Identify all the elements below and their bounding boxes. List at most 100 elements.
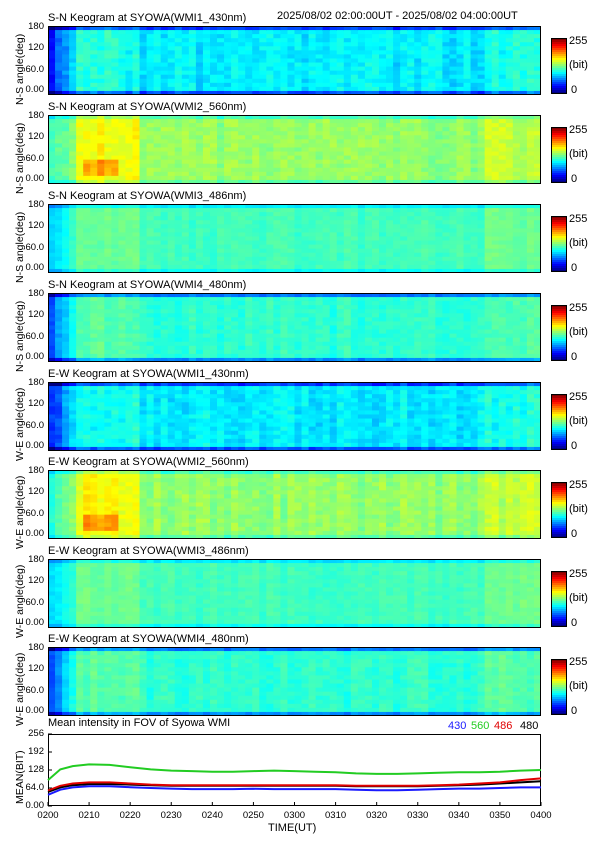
keogram-cell bbox=[224, 119, 232, 124]
keogram-cell bbox=[442, 240, 451, 246]
keogram-cell bbox=[393, 305, 401, 310]
keogram-cell bbox=[181, 248, 190, 254]
keogram-cell bbox=[153, 349, 162, 355]
keogram-cell bbox=[252, 216, 260, 221]
keogram-cell bbox=[512, 34, 521, 39]
keogram-cell bbox=[287, 163, 296, 169]
keogram-cell bbox=[217, 264, 225, 270]
keogram-cell bbox=[69, 293, 77, 298]
keogram-frame bbox=[48, 115, 541, 184]
keogram-cell bbox=[259, 78, 267, 84]
keogram-cell bbox=[393, 82, 401, 88]
keogram-cell bbox=[62, 382, 70, 387]
keogram-cell bbox=[174, 86, 183, 92]
keogram-cell bbox=[224, 232, 232, 238]
keogram-cell bbox=[174, 301, 183, 306]
keogram-cell bbox=[118, 34, 127, 39]
keogram-cell bbox=[188, 167, 197, 173]
keogram-cell bbox=[329, 179, 338, 184]
keogram-cell bbox=[167, 220, 176, 225]
keogram-cell bbox=[83, 248, 91, 254]
keogram-cell bbox=[400, 220, 408, 225]
keogram-cell bbox=[231, 62, 239, 68]
keogram-cell bbox=[357, 248, 366, 254]
keogram-cell bbox=[519, 123, 528, 128]
keogram-cell bbox=[259, 240, 267, 246]
keogram-cell bbox=[69, 232, 77, 238]
keogram-cell bbox=[470, 159, 479, 165]
keogram-cell bbox=[90, 321, 98, 327]
keogram-cell bbox=[167, 252, 176, 258]
keogram-cell bbox=[393, 268, 401, 273]
keogram-cell bbox=[252, 244, 260, 250]
keogram-cell bbox=[308, 244, 317, 250]
keogram-cell bbox=[69, 90, 77, 95]
keogram-cell bbox=[259, 232, 267, 238]
keogram-cell bbox=[202, 333, 211, 339]
keogram-cell bbox=[118, 90, 127, 95]
keogram-cell bbox=[526, 90, 535, 95]
keogram-cell bbox=[139, 216, 148, 221]
keogram-cell bbox=[301, 179, 310, 184]
keogram-cell bbox=[266, 155, 274, 161]
colorbar-step bbox=[551, 72, 567, 75]
keogram-cell bbox=[477, 46, 486, 51]
keogram-cell bbox=[252, 252, 260, 258]
keogram-cell bbox=[83, 333, 91, 339]
keogram-cell bbox=[287, 264, 296, 270]
keogram-cell bbox=[364, 317, 373, 323]
colorbar-step bbox=[551, 78, 567, 81]
keogram-cell bbox=[470, 163, 479, 169]
keogram-cell bbox=[48, 163, 56, 169]
keogram-cell bbox=[533, 345, 541, 351]
keogram-cell bbox=[414, 127, 422, 132]
keogram-cell bbox=[386, 143, 394, 149]
keogram-cell bbox=[435, 143, 443, 149]
keogram-cell bbox=[456, 353, 465, 359]
keogram-cell bbox=[421, 163, 429, 169]
keogram-cell bbox=[217, 357, 225, 362]
keogram-cell bbox=[48, 78, 56, 84]
keogram-cell bbox=[125, 119, 134, 124]
keogram-cell bbox=[97, 175, 105, 181]
keogram-cell bbox=[195, 252, 204, 258]
keogram-cell bbox=[449, 305, 458, 310]
keogram-cell bbox=[55, 406, 63, 412]
keogram-cell bbox=[62, 179, 70, 184]
keogram-cell bbox=[428, 86, 436, 92]
keogram-cell bbox=[55, 139, 63, 145]
keogram-cell bbox=[139, 204, 148, 209]
keogram-cell bbox=[301, 317, 310, 323]
keogram-cell bbox=[519, 325, 528, 331]
keogram-cell bbox=[153, 309, 162, 314]
keogram-cell bbox=[414, 38, 422, 43]
keogram-cell bbox=[505, 30, 514, 35]
colorbar-step bbox=[551, 149, 567, 152]
keogram-cell bbox=[181, 204, 190, 209]
keogram-cell bbox=[294, 228, 303, 234]
keogram-cell bbox=[463, 337, 472, 343]
keogram-cell bbox=[505, 90, 514, 95]
keogram-cell bbox=[118, 341, 127, 347]
keogram-cell bbox=[512, 82, 521, 88]
keogram-cell bbox=[217, 62, 225, 68]
keogram-cell bbox=[484, 252, 493, 258]
keogram-cell bbox=[104, 260, 112, 266]
keogram-cell bbox=[421, 301, 429, 306]
keogram-cell bbox=[407, 220, 415, 225]
keogram-cell bbox=[146, 293, 155, 298]
keogram-cell bbox=[393, 38, 401, 43]
keogram-cell bbox=[259, 329, 267, 335]
keogram-cell bbox=[167, 248, 176, 254]
keogram-cell bbox=[379, 212, 387, 217]
keogram-cell bbox=[343, 86, 352, 92]
keogram-cell bbox=[48, 349, 56, 355]
keogram-cell bbox=[357, 252, 366, 258]
keogram-cell bbox=[498, 26, 507, 31]
keogram-cell bbox=[386, 333, 394, 339]
keogram-cell bbox=[386, 115, 394, 120]
keogram-cell bbox=[273, 232, 282, 238]
keogram-cell bbox=[428, 293, 436, 298]
keogram-cell bbox=[463, 305, 472, 310]
keogram-cell bbox=[484, 131, 493, 136]
